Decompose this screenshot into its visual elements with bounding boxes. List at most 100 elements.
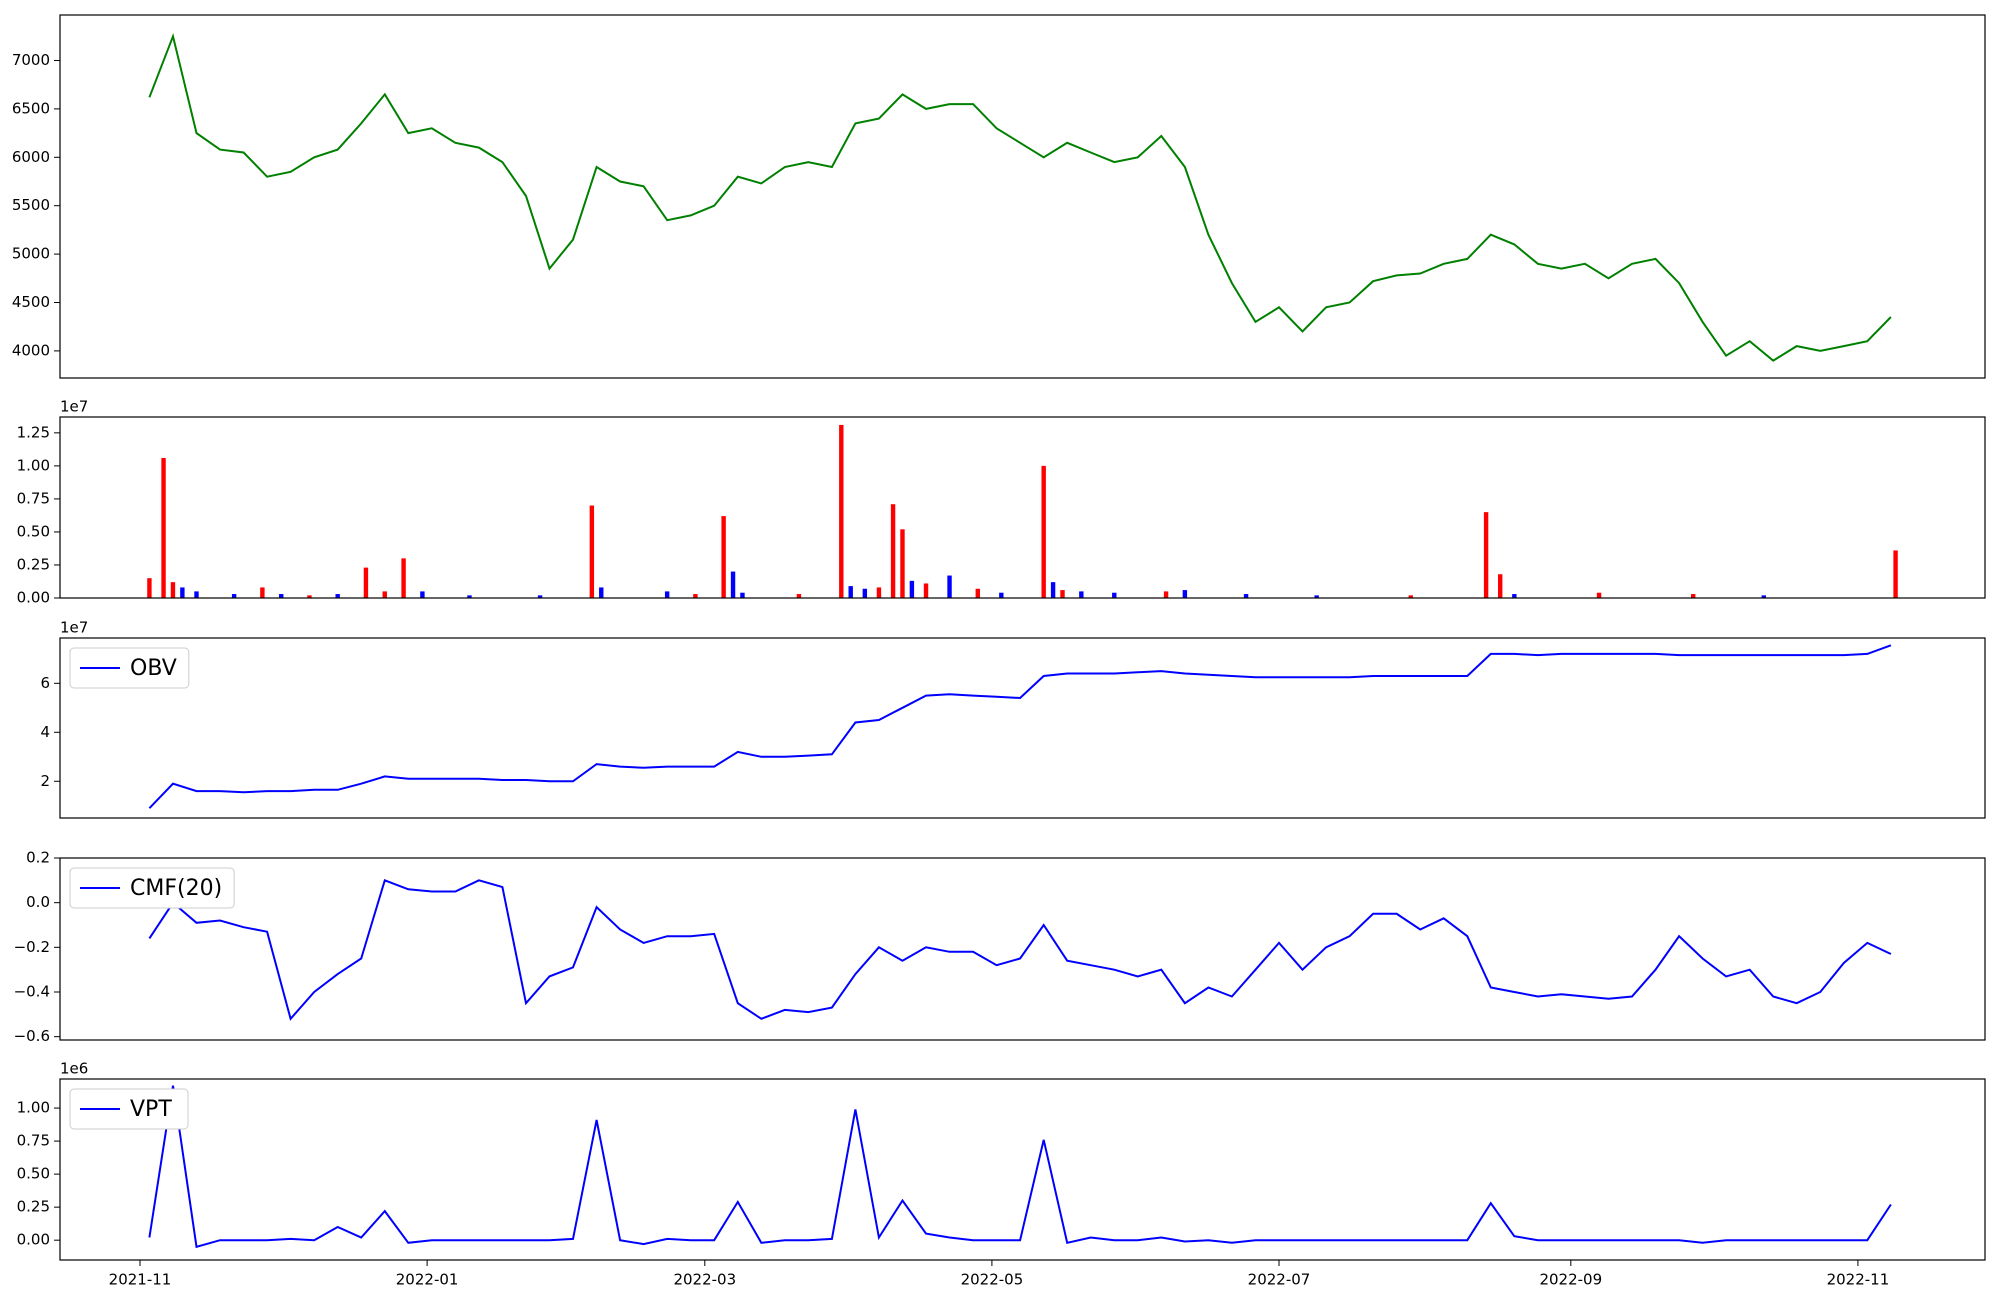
bar [161,457,166,598]
bar [909,580,915,598]
legend-box [69,647,190,689]
bar [467,595,472,598]
offset-label: 1e6 [60,1060,88,1078]
y-tick-label: 5000 [12,245,50,263]
y-tick-label: 6 [40,674,50,692]
bar [1112,592,1117,598]
line [148,1085,1892,1249]
y-tick-label: 1.00 [17,1099,50,1117]
bar [170,582,176,598]
axes-frame [59,1078,1986,1261]
line [148,644,1892,809]
line [148,32,1892,362]
y-tick-label: 0.50 [17,522,50,540]
bar [1893,550,1898,598]
bar [1512,594,1517,598]
bar [599,587,604,598]
legend-label: CMF(20) [130,876,222,901]
bar [420,591,425,598]
y-tick-label: 4500 [12,293,50,311]
y-tick-label: 4 [40,723,50,741]
bar [693,594,698,598]
bar [147,578,152,598]
bar [1761,595,1766,598]
y-tick-label: 0.50 [17,1165,50,1183]
legend-label: OBV [130,656,177,681]
bar [721,516,726,598]
bar [537,595,543,598]
y-tick-label: 1.00 [17,456,50,474]
bar [900,529,905,598]
x-tick-label: 2021-11 [109,1271,172,1289]
bar [401,558,406,598]
y-tick-label: 2 [40,772,50,790]
legend-box [69,1088,189,1130]
y-tick-label: 0.00 [17,589,50,607]
bar [589,505,595,598]
bar [730,571,736,598]
bar [975,588,980,598]
offset-label: 1e7 [60,619,88,637]
y-tick-label: 0.75 [17,1132,50,1150]
axes-frame [59,637,1986,819]
bar [1079,591,1084,598]
axes-frame [59,416,1986,599]
bar [307,595,312,598]
bar [923,583,929,598]
bar [862,588,868,598]
y-tick-label: 0.00 [17,1231,50,1249]
y-tick-label: 0.75 [17,489,50,507]
bar [1050,582,1056,598]
y-tick-label: 6500 [12,99,50,117]
x-tick-label: 2022-05 [961,1271,1024,1289]
bar [999,592,1004,598]
y-tick-label: 4000 [12,341,50,359]
bar [839,424,844,598]
y-tick-label: −0.2 [14,938,50,956]
x-tick-label: 2022-03 [673,1271,736,1289]
line [148,878,1892,1021]
y-tick-label: −0.4 [14,982,50,1000]
bar [260,587,265,598]
bar [180,587,185,598]
bar [1596,592,1602,598]
x-tick-label: 2022-09 [1539,1271,1602,1289]
y-tick-label: 0.0 [26,893,50,911]
bar [382,591,387,598]
bar [1243,594,1249,598]
bar [1314,595,1319,598]
bar [363,567,369,598]
bar [1041,465,1046,598]
y-tick-label: 7000 [12,51,50,69]
bar [1483,512,1489,598]
y-tick-label: 0.25 [17,1198,50,1216]
x-tick-label: 2022-11 [1827,1271,1890,1289]
axes-frame [59,14,1986,379]
bar [231,594,237,598]
bar [848,586,853,598]
bar [947,575,952,598]
x-tick-label: 2022-07 [1248,1271,1311,1289]
bar [1060,590,1065,598]
y-tick-label: 5500 [12,196,50,214]
bar [1408,595,1413,598]
axes-frame [59,857,1986,1041]
bar [740,592,745,598]
legend-label: VPT [130,1097,172,1122]
legend-box [69,867,235,909]
y-tick-label: 0.25 [17,555,50,573]
bar [335,594,340,598]
bar [1690,594,1696,598]
bar [1163,591,1169,598]
x-tick-label: 2022-01 [396,1271,459,1289]
bar [876,587,882,598]
y-tick-label: 6000 [12,148,50,166]
y-tick-label: 0.2 [26,849,50,867]
bar [796,594,802,598]
bar [279,594,284,598]
y-tick-label: 1.25 [17,423,50,441]
y-tick-label: −0.6 [14,1027,50,1045]
bar [1182,590,1188,598]
bar [194,591,199,598]
